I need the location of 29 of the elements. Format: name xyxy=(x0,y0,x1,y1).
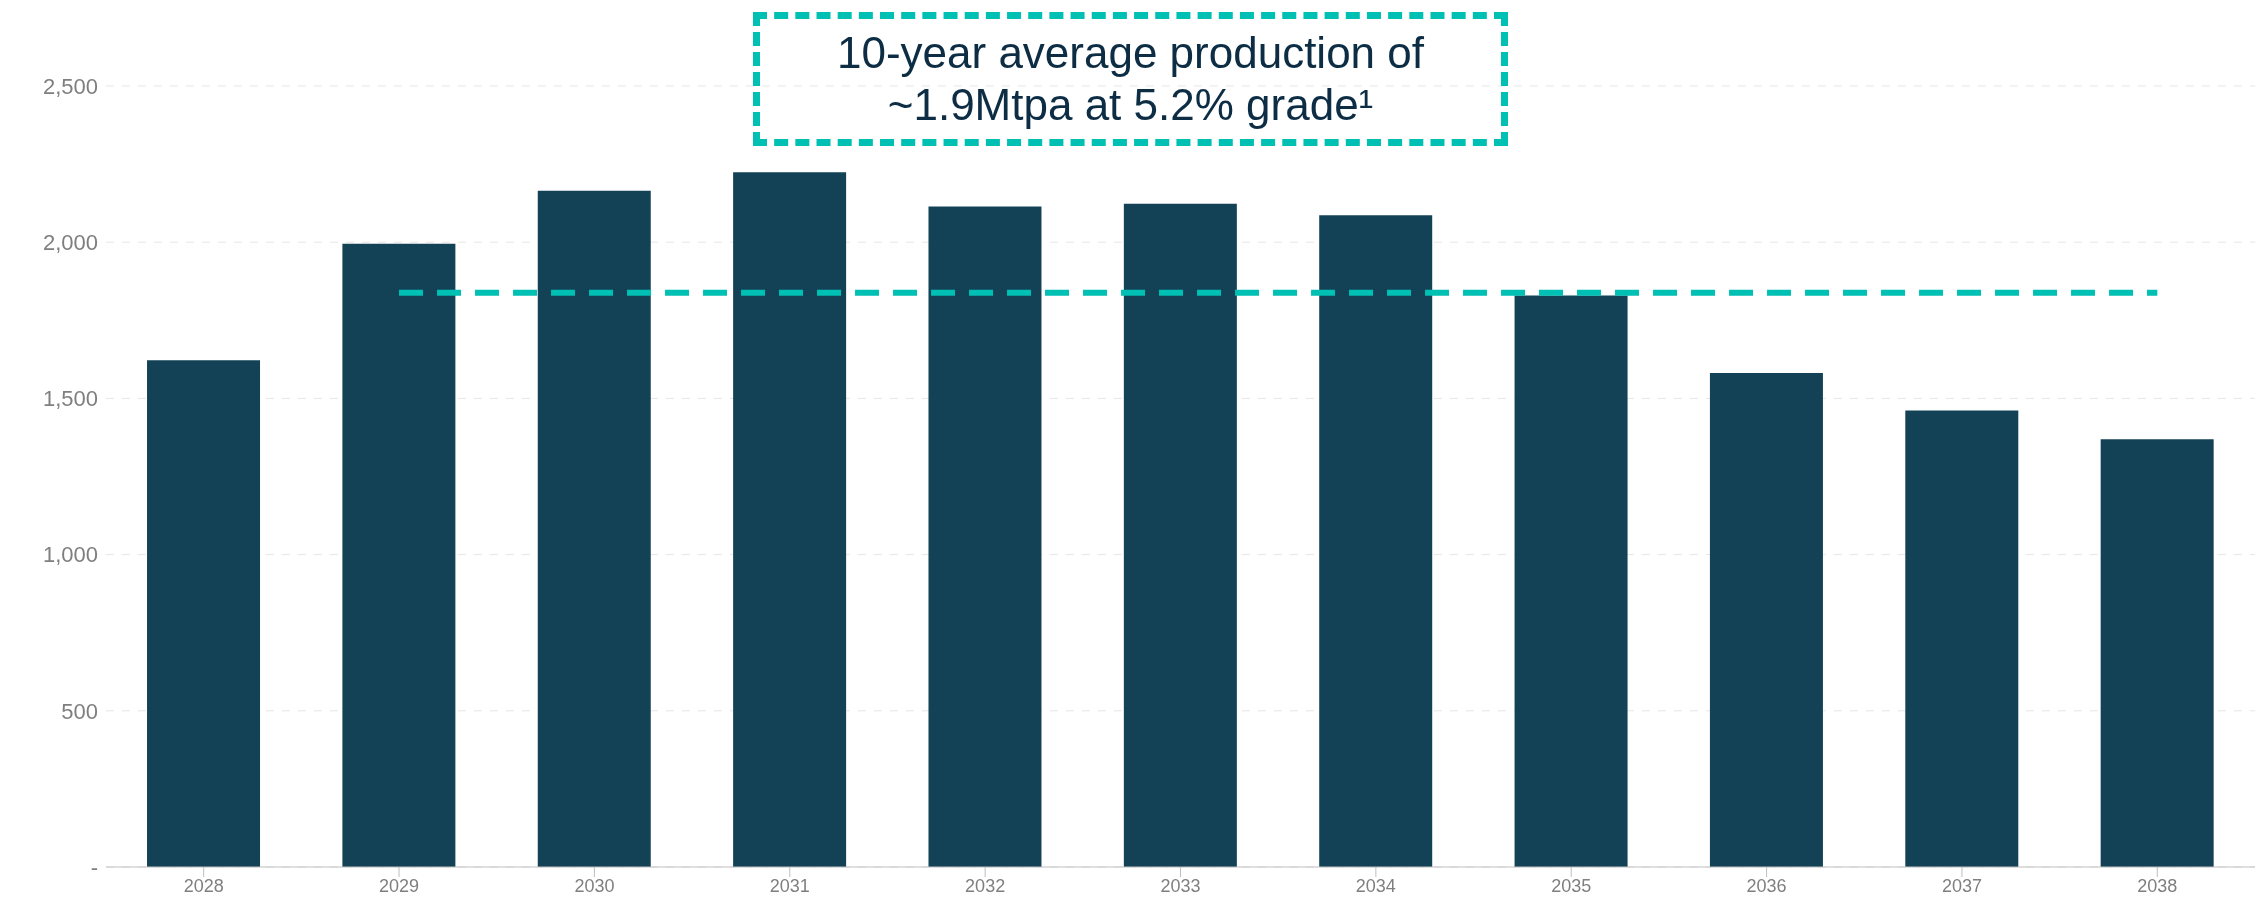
x-tick-label: 2035 xyxy=(1551,875,1592,896)
x-tick-label: 2033 xyxy=(1160,875,1201,896)
bar xyxy=(1514,295,1628,867)
y-tick-label: - xyxy=(90,854,98,880)
x-tick-label: 2032 xyxy=(965,875,1006,896)
bar xyxy=(1123,203,1237,867)
x-tick-label: 2038 xyxy=(2137,875,2178,896)
y-tick-label: 2,500 xyxy=(42,73,98,99)
bar xyxy=(928,206,1042,867)
x-tick-label: 2030 xyxy=(574,875,615,896)
bar xyxy=(733,172,847,867)
bar xyxy=(342,243,456,867)
x-tick-label: 2028 xyxy=(183,875,224,896)
bar xyxy=(1905,410,2019,867)
y-tick-label: 1,500 xyxy=(42,386,98,412)
bar xyxy=(537,190,651,867)
x-tick-label: 2034 xyxy=(1355,875,1396,896)
bar xyxy=(1319,215,1433,867)
x-tick-label: 2037 xyxy=(1941,875,1982,896)
bar xyxy=(2100,439,2214,867)
x-tick-label: 2036 xyxy=(1746,875,1787,896)
y-tick-label: 2,000 xyxy=(42,230,98,256)
annotation: 10-year average production of ~1.9Mtpa at 5.2% grade¹ xyxy=(753,12,1508,146)
y-tick-label: 1,000 xyxy=(42,542,98,568)
x-tick-label: 2029 xyxy=(379,875,420,896)
bar xyxy=(1709,373,1823,867)
bar xyxy=(147,360,261,867)
x-tick-label: 2031 xyxy=(769,875,810,896)
y-tick-label: 500 xyxy=(61,698,98,724)
